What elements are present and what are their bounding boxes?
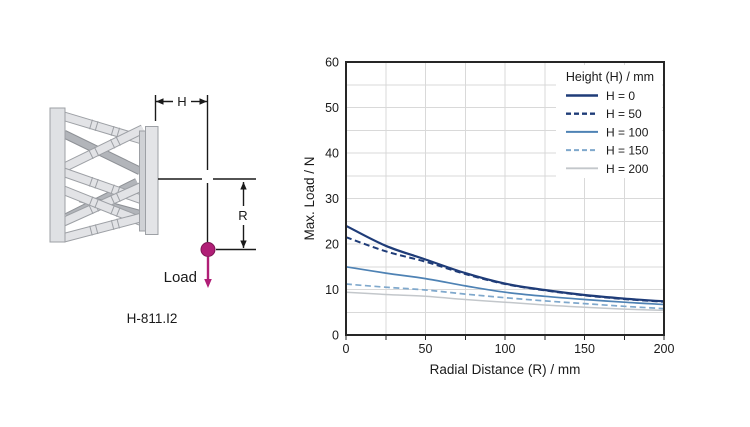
strut-light xyxy=(62,213,144,242)
r-dim-arrow-down xyxy=(240,240,247,248)
y-tick-label: 0 xyxy=(332,329,339,343)
legend-background xyxy=(556,65,662,178)
x-tick-label: 50 xyxy=(419,342,433,356)
hexapod-diagram: H R Load H-811.I2 xyxy=(49,94,256,326)
h-dim-arrow-left xyxy=(156,98,164,105)
y-tick-label: 10 xyxy=(325,283,339,297)
legend: Height (H) / mm H = 0 H = 50 H = 100 H = 150… xyxy=(556,65,662,178)
x-tick-label: 100 xyxy=(495,342,516,356)
strut-joint-mark xyxy=(94,178,99,189)
plot-border xyxy=(345,61,665,336)
x-tick-label: 0 xyxy=(343,342,350,356)
strut-joint-mark xyxy=(115,207,121,217)
base-plate xyxy=(49,107,66,243)
strut-joint-mark xyxy=(94,224,99,235)
strut-joint-mark xyxy=(110,184,115,195)
strut-joint-mark xyxy=(115,192,121,202)
strut-joint-mark xyxy=(110,125,115,136)
legend-label-H0: H = 0 xyxy=(606,89,635,103)
model-label: H-811.I2 xyxy=(127,311,178,326)
h-dim-arrow-right xyxy=(199,98,207,105)
series-line-H200 xyxy=(345,291,665,312)
legend-label-H50: H = 50 xyxy=(606,107,642,121)
strut-joint-mark xyxy=(116,127,121,138)
tick-labels: 0 50 100 150 200 0 10 20 30 40 50 60 xyxy=(325,56,674,357)
legend-title: Height (H) / mm xyxy=(566,70,654,84)
r-dim-label: R xyxy=(238,208,247,223)
strut-joint-mark xyxy=(110,205,115,215)
x-tick-marks xyxy=(345,336,665,340)
strut-joint-mark xyxy=(109,139,116,149)
strut-joint-mark xyxy=(94,198,99,209)
strut-joint-mark xyxy=(115,136,121,146)
y-axis-title: Max. Load / N xyxy=(302,156,317,240)
y-tick-label: 20 xyxy=(325,238,339,252)
h-dim-label: H xyxy=(177,94,186,109)
gridlines xyxy=(346,62,664,335)
load-point xyxy=(200,242,216,257)
y-tick-label: 50 xyxy=(325,101,339,115)
legend-label-H100: H = 100 xyxy=(606,125,649,139)
platform-plate xyxy=(145,126,159,235)
max-load-chart: 0 50 100 150 200 0 10 20 30 40 50 60 Radial Distance… xyxy=(302,56,674,378)
x-tick-label: 200 xyxy=(654,342,675,356)
strut-joint-mark xyxy=(88,196,94,207)
strut-joint-mark xyxy=(89,225,93,236)
y-tick-label: 40 xyxy=(325,147,339,161)
load-arrow-head xyxy=(204,279,212,288)
strut-light xyxy=(61,125,145,172)
strut-joint-mark xyxy=(88,204,94,215)
strut-joint-mark xyxy=(89,119,93,130)
legend-label-H200: H = 200 xyxy=(606,162,649,176)
strut-joint-mark xyxy=(93,146,100,157)
strut-joint-mark xyxy=(88,176,94,187)
legend-label-H150: H = 150 xyxy=(606,144,649,158)
series-line-H100 xyxy=(345,265,665,306)
series-curves xyxy=(345,224,665,312)
series-line-H50 xyxy=(345,236,665,303)
strut-joint-mark xyxy=(110,220,115,230)
y-tick-label: 30 xyxy=(325,192,339,206)
y-tick-label: 60 xyxy=(325,56,339,70)
strut-joint-mark xyxy=(94,121,99,132)
series-line-H150 xyxy=(345,283,665,310)
hexapod-struts xyxy=(60,111,146,243)
x-tick-label: 150 xyxy=(574,342,595,356)
load-label: Load xyxy=(164,269,197,286)
x-axis-title: Radial Distance (R) / mm xyxy=(430,362,581,377)
strut-joint-mark xyxy=(116,218,120,229)
strut-joint-mark xyxy=(110,194,116,205)
platform-flange xyxy=(139,130,146,232)
r-dim-arrow-up xyxy=(240,182,247,190)
strut-joint-mark xyxy=(88,149,94,160)
